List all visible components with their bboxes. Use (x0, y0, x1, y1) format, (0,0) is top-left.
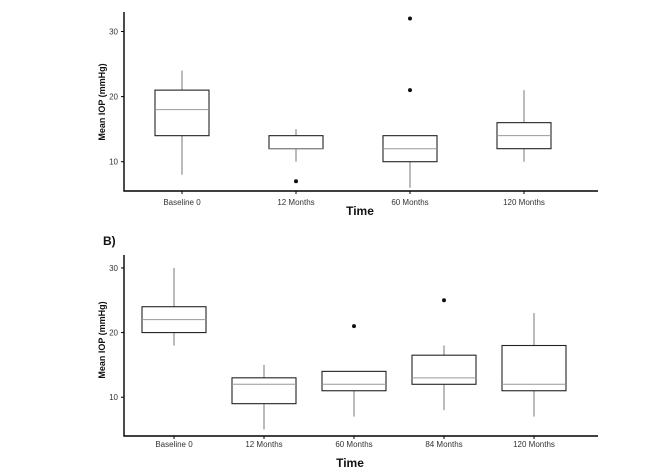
y-tick-label: 20 (109, 329, 118, 338)
box-group (496, 90, 552, 162)
outlier-point (408, 88, 412, 93)
box (501, 344, 567, 392)
outlier-point (294, 179, 298, 184)
x-tick-label: Baseline 0 (163, 198, 201, 207)
y-axis-label: Mean IOP (mmHg) (97, 301, 107, 378)
y-axis-label: Mean IOP (mmHg) (97, 63, 107, 140)
x-tick-label: 60 Months (391, 198, 428, 207)
x-tick-label: 120 Months (503, 198, 545, 207)
box-group (268, 129, 324, 184)
chart-panel-b: B) 10 20 30 Mean IOP (mmHg) Time Baseline 0 12 … (97, 234, 598, 470)
axis-lines (123, 12, 598, 192)
y-tick-label: 30 (109, 28, 118, 37)
box (154, 89, 210, 137)
box-group (154, 70, 210, 175)
y-tick-label: 10 (109, 158, 118, 167)
x-tick-label: Baseline 0 (155, 440, 193, 449)
x-tick-label: 12 Months (277, 198, 314, 207)
x-axis-label: Time (336, 456, 364, 470)
box-group (231, 364, 297, 430)
outlier-point (352, 324, 356, 329)
x-tick-label: 60 Months (335, 440, 372, 449)
box-group (141, 267, 207, 346)
box (411, 354, 477, 385)
y-tick-label: 10 (109, 393, 118, 402)
axis-lines (123, 255, 598, 437)
box (231, 377, 297, 405)
box-group (501, 313, 567, 417)
x-tick-label: 84 Months (425, 440, 462, 449)
y-tick-label: 30 (109, 264, 118, 273)
box-group (321, 324, 387, 417)
box-group (382, 16, 438, 188)
box (321, 370, 387, 392)
chart-panel-a: 10 20 30 Mean IOP (mmHg) Time Baseline 0 12 Mo… (97, 12, 598, 218)
panel-label: B) (103, 234, 116, 248)
box-group (411, 298, 477, 411)
x-tick-label: 12 Months (245, 440, 282, 449)
y-tick-label: 20 (109, 93, 118, 102)
x-axis-label: Time (346, 204, 374, 218)
outlier-point (442, 298, 446, 303)
x-tick-label: 120 Months (513, 440, 555, 449)
box (268, 135, 324, 150)
outlier-point (408, 16, 412, 21)
